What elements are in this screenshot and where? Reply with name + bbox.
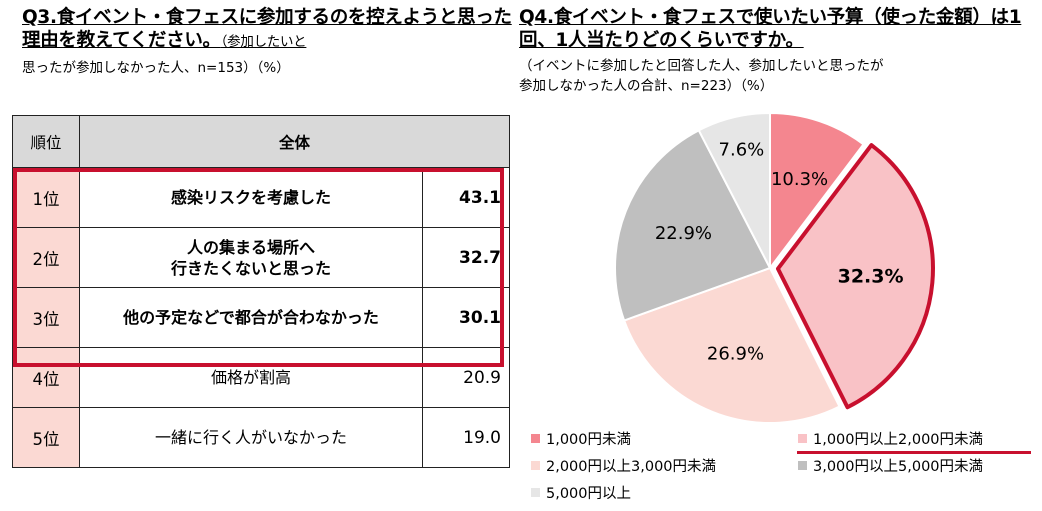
pie-slice-label: 7.6% [719,140,765,161]
item-line-2: 行きたくないと思った [170,258,331,278]
legend-swatch [531,488,540,497]
q4-note-line2: 参加しなかった人の合計、n=223）（%） [519,78,774,94]
rank-cell: 2位 [12,227,80,288]
table-row: 5位 一緒に行く人がいなかった 19.0 [12,407,510,468]
pie-slice-label: 10.3% [771,169,828,190]
table-row: 4位 価格が割高 20.9 [12,347,510,408]
q4-note: （イベントに参加したと回答した人、参加したいと思ったが 参加しなかった人の合計、n… [519,56,1019,96]
table-row: 2位 人の集まる場所へ 行きたくないと思った 32.7 [12,227,510,288]
legend-swatch [798,461,807,470]
legend-swatch [531,434,540,443]
value-cell: 19.0 [422,407,510,468]
legend-item: 5,000円以上 [531,484,631,504]
legend-item: 3,000円以上5,000円未満 [798,457,983,477]
legend-item: 1,000円未満 [531,430,631,450]
pie-labels: 10.3% 32.3% 26.9% 22.9% 7.6% [655,140,904,365]
legend-label: 2,000円以上3,000円未満 [546,459,717,475]
q3-note-line2: 思ったが参加しなかった人、n=153）（%） [22,60,290,76]
rank-cell: 4位 [12,347,80,408]
rank-cell: 3位 [12,287,80,348]
pie-slice-label: 22.9% [655,223,712,244]
legend-label: 3,000円以上5,000円未満 [813,459,984,475]
pie-slice [614,128,772,322]
pie-slice [697,111,771,269]
pie-slice-label: 26.9% [707,343,764,364]
item-cell: 人の集まる場所へ 行きたくないと思った [79,227,423,288]
pie-slice [769,111,865,271]
item-cell: 一緒に行く人がいなかった [79,407,423,468]
pie-slice [622,266,841,424]
legend-item: 2,000円以上3,000円未満 [531,457,716,477]
q3-title: Q3.食イベント・食フェスに参加するのを控えようと思った理由を教えてください。（… [22,7,512,51]
item-cell: 他の予定などで都合が合わなかった [79,287,423,348]
table-row: 3位 他の予定などで都合が合わなかった 30.1 [12,287,510,348]
table-header-row: 順位 全体 [12,115,510,168]
legend-swatch [531,461,540,470]
header-group: 全体 [79,115,510,168]
q4-note-line1: （イベントに参加したと回答した人、参加したいと思ったが [519,58,884,74]
rank-cell: 1位 [12,167,80,228]
rank-cell: 5位 [12,407,80,468]
value-cell: 43.1 [422,167,510,228]
header-rank: 順位 [12,115,80,168]
legend-item: 1,000円以上2,000円未満 [798,430,983,450]
table-row: 1位 感染リスクを考慮した 43.1 [12,167,510,228]
item-cell: 価格が割高 [79,347,423,408]
legend-label: 1,000円以上2,000円未満 [813,432,984,448]
legend-highlight-underline [797,451,1031,454]
value-cell: 20.9 [422,347,510,408]
budget-pie-chart: 10.3% 32.3% 26.9% 22.9% 7.6% [614,111,935,424]
legend-label: 5,000円以上 [546,486,632,502]
ranking-table: 順位 全体 1位 感染リスクを考慮した 43.1 2位 人の集まる場所へ 行きたく… [12,115,510,468]
item-cell: 感染リスクを考慮した [79,167,423,228]
q4-title: Q4.食イベント・食フェスで使いたい予算（使った金額）は1回、1人当たりどのくら… [519,7,1022,51]
pie-slice-label: 32.3% [838,266,904,288]
legend-label: 1,000円未満 [546,432,632,448]
value-cell: 30.1 [422,287,510,348]
value-cell: 32.7 [422,227,510,288]
legend-swatch [798,434,807,443]
q3-note-line1: （参加したいと [220,34,307,50]
highlight-slice-outline [775,143,935,410]
item-line-1: 人の集まる場所へ [186,237,315,257]
